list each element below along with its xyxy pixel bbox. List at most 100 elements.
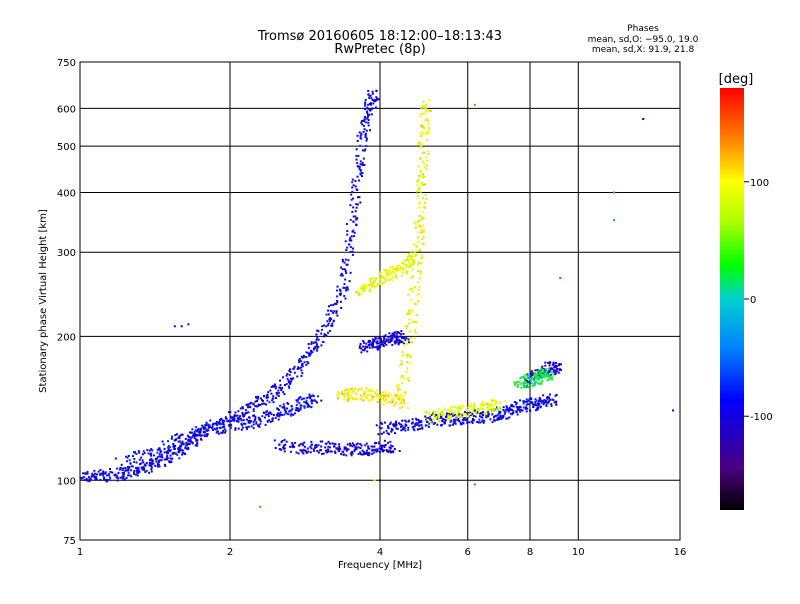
data-point [339,289,342,292]
data-point [292,413,295,416]
data-point [133,471,135,474]
data-point [138,451,141,454]
data-point [335,447,338,450]
data-point [445,415,448,418]
data-point [181,453,184,456]
data-point [182,449,185,452]
data-point [298,358,301,361]
data-point [336,285,339,288]
data-point [349,271,352,274]
data-point [526,380,529,382]
data-point [299,406,302,409]
data-point [387,273,390,276]
data-point [346,286,349,289]
data-point [187,439,190,442]
data-point [427,126,430,129]
data-point [177,447,180,450]
data-point [181,440,184,443]
data-point [330,324,333,327]
data-point [395,276,398,279]
data-point [365,284,368,287]
data-point [420,135,423,138]
data-point [356,134,359,137]
data-point [450,413,453,415]
data-point [141,453,144,456]
data-point [116,467,119,470]
data-point [402,398,405,401]
data-point [486,404,489,407]
data-point [487,413,490,416]
data-point [400,330,403,332]
data-point [283,413,286,416]
data-point [241,413,244,416]
data-point [115,474,118,477]
data-point [386,426,389,429]
data-point [95,478,98,481]
data-point [310,444,313,447]
data-point [273,439,276,442]
data-point [370,398,373,401]
data-point [159,459,162,462]
data-point [176,433,178,436]
data-point [97,470,100,473]
data-point [420,228,423,231]
data-point [397,386,400,389]
data-point [234,411,237,414]
data-point [193,436,196,439]
data-point [423,175,426,178]
data-point [215,422,218,425]
data-point [352,215,355,218]
data-point [342,286,345,289]
data-point [496,405,499,408]
data-point [379,444,382,447]
data-point [364,116,366,118]
data-point [265,403,268,406]
data-point [418,219,421,222]
data-point [409,312,412,315]
data-point [385,429,388,432]
data-point [150,452,153,455]
data-point [391,397,394,400]
data-point [423,410,426,413]
data-point [416,184,419,187]
data-point [150,448,153,451]
data-point [376,449,379,452]
data-point [389,421,392,424]
data-point [530,374,532,377]
data-point [142,450,145,453]
data-point [365,117,368,120]
data-point [384,334,387,337]
data-point [358,179,361,182]
data-point [127,467,130,470]
data-point [163,458,166,461]
data-point [340,266,342,269]
data-point [346,399,349,402]
data-point [293,445,296,448]
data-point [358,346,361,349]
data-point [473,409,476,412]
data-point [526,400,529,403]
data-point [394,432,396,435]
data-point [371,448,374,451]
data-point [325,451,328,454]
data-point [356,175,359,178]
data-point [96,473,98,476]
data-point [536,377,539,380]
data-point [375,424,378,427]
data-point [82,476,85,478]
data-point [479,412,482,414]
data-point [350,239,353,242]
data-point [411,421,414,424]
data-point [180,444,183,447]
data-point [394,274,397,277]
data-point [274,385,277,388]
data-point [330,310,333,313]
data-point [403,402,406,405]
data-point [412,243,415,246]
data-point [531,385,534,388]
data-point [388,433,390,436]
data-point [382,431,385,434]
y-tick-label: 500 [57,142,76,153]
data-point [362,157,365,160]
data-point [246,404,249,407]
